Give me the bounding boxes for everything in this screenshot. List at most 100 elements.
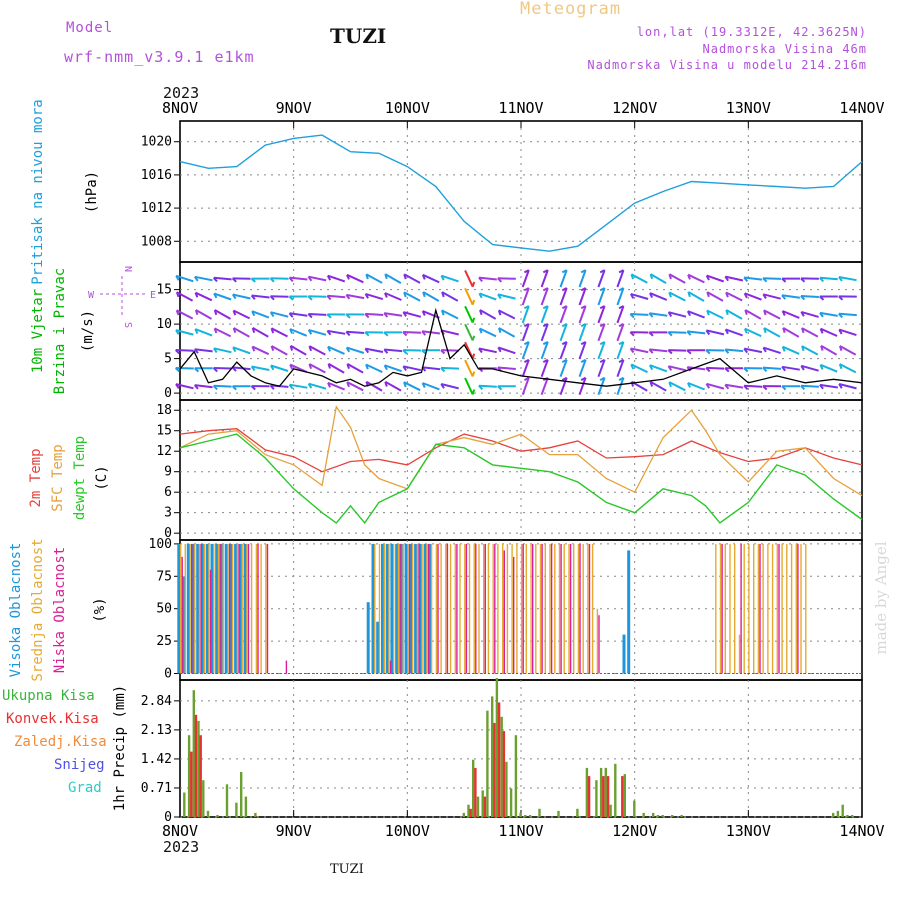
wind-arrow-head <box>478 328 483 334</box>
wind-arrow-head <box>819 295 825 301</box>
cloud-bar <box>241 543 243 674</box>
cloud-bar <box>454 543 456 674</box>
wind-arrow <box>422 291 440 302</box>
cloud-bar <box>484 543 486 674</box>
precip-bar <box>832 812 835 817</box>
cloud-bar <box>473 543 475 674</box>
wind-arrow-head <box>667 331 673 337</box>
wind-arrow <box>559 341 568 360</box>
wind-arrow <box>706 309 724 320</box>
wind-arrow-head <box>782 327 786 333</box>
wind-arrow <box>706 274 725 283</box>
cloud-bar <box>767 543 769 674</box>
wind-arrow-head <box>175 275 180 281</box>
cloud-bar <box>516 543 518 674</box>
wind-arrow-head <box>471 317 476 323</box>
wind-arrow <box>819 311 838 317</box>
precip-bar <box>836 810 840 817</box>
cloud-bar <box>475 543 477 674</box>
wind-arrow-head <box>346 274 350 280</box>
cloud-bar <box>418 543 420 674</box>
wind-arrow-head <box>231 293 237 300</box>
wind-arrow <box>725 309 743 320</box>
wind-label-2: Brzina i Pravac <box>52 268 68 394</box>
precip-legend-item: Ukupna Kisa <box>2 688 95 704</box>
wind-arrow <box>839 345 857 356</box>
wind-arrow <box>597 269 606 288</box>
wind-arrow-head <box>478 292 483 299</box>
precip-bar <box>514 735 518 817</box>
cloud-bar <box>376 621 380 674</box>
cloud-bar <box>266 543 269 674</box>
x-tick-label-top: 12NOV <box>612 99 657 117</box>
wind-arrow-head <box>630 364 635 370</box>
wind-arrow <box>464 305 474 324</box>
wind-arrow <box>763 346 781 355</box>
wind-arrow <box>597 341 606 360</box>
wind-arrow-head <box>762 293 767 299</box>
precip-bar <box>538 808 541 817</box>
cloud-bar <box>426 543 428 674</box>
cloud-bar <box>257 543 259 674</box>
wind-arrow <box>290 344 307 356</box>
cloud-bar <box>421 543 423 674</box>
wind-arrow <box>441 309 459 320</box>
wind-arrow-head <box>308 345 313 352</box>
wind-arrow <box>365 363 383 374</box>
wind-arrow-head <box>175 367 180 373</box>
wind-arrow <box>464 341 474 359</box>
wind-arrow <box>597 323 606 342</box>
cloud-bar <box>208 543 210 674</box>
wind-arrow <box>252 327 269 338</box>
wind-arrow <box>365 292 384 301</box>
wind-arrow <box>478 384 497 388</box>
y-tick-label: 0.71 <box>141 781 172 796</box>
wind-arrow <box>838 312 857 317</box>
cloud-bar <box>558 543 561 674</box>
cloud-bar <box>378 543 381 674</box>
wind-arrow-head <box>599 269 606 274</box>
cloud-bar <box>577 543 580 674</box>
wind-arrow <box>346 330 365 334</box>
cloud-bar <box>753 543 755 674</box>
cloud-bar <box>568 543 570 674</box>
wind-arrow <box>421 366 441 371</box>
wind-arrow <box>403 331 422 334</box>
wind-arrow <box>289 312 308 317</box>
cloud-bar <box>437 543 439 674</box>
wind-arrow <box>440 366 460 370</box>
wind-arrow-head <box>175 309 180 316</box>
cloud-bar <box>627 550 631 674</box>
wind-arrow <box>820 327 838 337</box>
model-elevation-label: Nadmorska Visina u modelu 214.216m <box>587 58 867 72</box>
wind-arrow <box>650 380 667 392</box>
cloud-bar <box>427 543 430 674</box>
wind-arrow-head <box>345 294 351 300</box>
cloud-bar <box>734 543 736 674</box>
wind-arrow-head <box>618 305 624 310</box>
cloud-bar <box>409 543 413 674</box>
wind-arrow-head <box>440 383 445 389</box>
wind-arrow <box>706 366 725 370</box>
wind-arrow <box>616 287 625 306</box>
wind-arrow <box>233 309 251 320</box>
wind-arrow <box>540 287 549 306</box>
wind-unit-label: (m/s) <box>80 310 96 352</box>
wind-arrow <box>289 328 308 337</box>
wind-arrow <box>346 273 364 284</box>
wind-arrow <box>781 365 800 371</box>
cloud-bar <box>234 543 238 674</box>
cloud-bar <box>397 543 400 674</box>
wind-arrow <box>630 347 649 354</box>
wind-arrow-head <box>421 310 426 317</box>
wind-arrow-head <box>497 277 503 283</box>
wind-arrow <box>521 287 530 306</box>
cloud-bar <box>215 543 219 674</box>
cloud-bar <box>530 543 532 674</box>
wind-arrow-head <box>289 364 294 370</box>
cloud-bar <box>805 543 807 674</box>
cloud-bar <box>194 543 196 674</box>
wind-arrow-head <box>270 327 275 334</box>
wind-arrow <box>175 383 194 390</box>
